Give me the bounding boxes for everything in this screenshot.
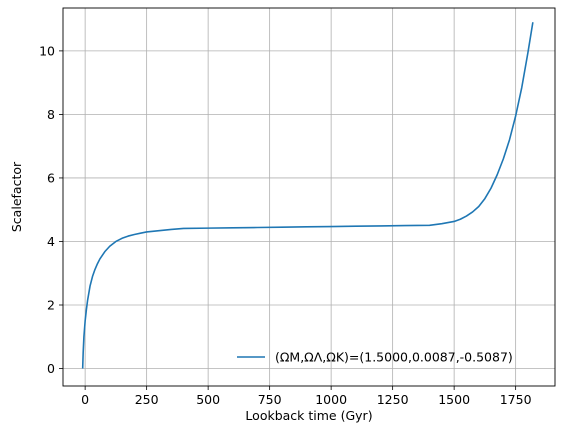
y-tick-label: 6 — [47, 170, 55, 185]
plot-frame — [62, 7, 556, 387]
y-tick-label: 0 — [47, 361, 55, 376]
y-tick-label: 10 — [39, 43, 55, 58]
x-tick-label: 250 — [135, 392, 159, 407]
y-tick-label: 2 — [47, 298, 55, 313]
x-tick-label: 500 — [196, 392, 220, 407]
x-tick-label: 1000 — [315, 392, 347, 407]
plot-background — [63, 8, 555, 386]
x-tick-label: 0 — [81, 392, 89, 407]
x-tick-label: 750 — [258, 392, 282, 407]
legend: (ΩM,ΩΛ,ΩK)=(1.5000,0.0087,-0.5087) — [237, 350, 513, 365]
legend-label: (ΩM,ΩΛ,ΩK)=(1.5000,0.0087,-0.5087) — [275, 350, 513, 365]
x-tick-label: 1250 — [377, 392, 409, 407]
series-group — [81, 22, 534, 369]
x-tick-label: 1500 — [438, 392, 470, 407]
series-line-0 — [81, 22, 534, 369]
ticks: 0 250 500 750 1000 1250 1500 1750 0 2 4 6 8 10 — [39, 43, 531, 407]
x-axis-label: Lookback time (Gyr) — [245, 408, 372, 423]
grid — [63, 8, 555, 386]
y-tick-label: 8 — [47, 107, 55, 122]
x-tick-label: 1750 — [500, 392, 532, 407]
y-axis-label: Scalefactor — [9, 161, 24, 232]
y-tick-label: 4 — [47, 234, 55, 249]
